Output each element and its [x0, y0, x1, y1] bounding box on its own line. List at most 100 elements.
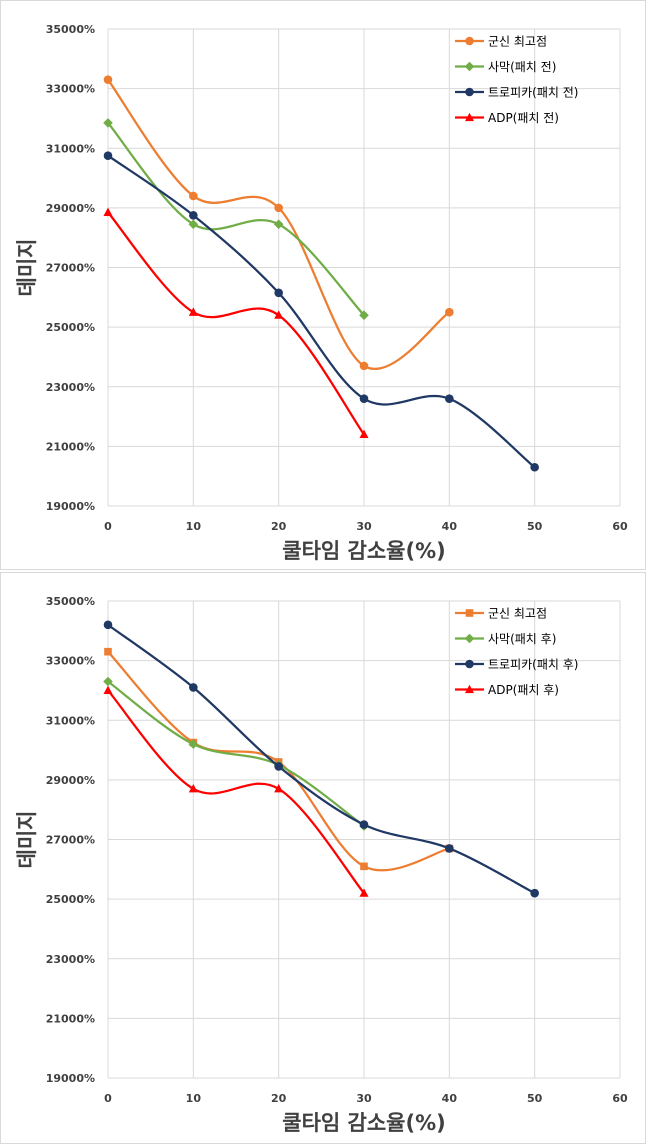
data-point — [359, 310, 369, 320]
legend-label: 트로피카(패치 전) — [488, 86, 578, 100]
data-point — [103, 620, 113, 630]
data-point — [274, 203, 283, 213]
legend-marker — [464, 61, 475, 72]
x-axis-title: 쿨타임 감소율(%) — [282, 539, 445, 563]
data-point — [273, 219, 284, 230]
data-point — [104, 647, 112, 656]
data-point — [530, 462, 539, 472]
legend-item: 군신 최고점 — [455, 35, 547, 49]
y-tick-label: 21000% — [46, 1012, 95, 1025]
data-point — [188, 784, 198, 793]
data-point — [189, 683, 198, 692]
y-tick-label: 19000% — [46, 1072, 95, 1085]
series-line — [106, 211, 366, 436]
y-tick-label: 35000% — [46, 23, 95, 36]
legend-label: 트로피카(패치 후) — [488, 658, 578, 672]
y-tick-label: 31000% — [46, 142, 95, 155]
series-트로피카-패치-전 — [103, 151, 539, 472]
chart-panel-before-patch: 19000% 21000% 23000% 25000% 27000% 29000% 3100… — [0, 0, 646, 570]
data-point — [274, 288, 283, 298]
data-point — [359, 361, 369, 371]
legend-marker — [465, 659, 474, 669]
data-point — [188, 307, 198, 316]
y-tick-label: 25000% — [46, 321, 95, 334]
x-axis-title: 쿨타임 감소율(%) — [282, 1111, 445, 1135]
legend-marker — [465, 609, 474, 617]
legend-item: ADP(패치 후) — [455, 683, 559, 697]
legend-label: ADP(패치 후) — [488, 683, 559, 697]
data-point — [445, 307, 454, 317]
legend-item: 사막(패치 전) — [455, 60, 556, 74]
legend-marker — [465, 112, 474, 122]
data-point — [359, 820, 369, 829]
gridlines — [107, 28, 621, 507]
tick-labels: 19000% 21000% 23000% 25000% 27000% 29000% 3100… — [46, 595, 628, 1105]
data-point — [103, 685, 113, 695]
y-tick-label: 33000% — [46, 83, 95, 96]
gridlines — [107, 600, 621, 1079]
y-axis-title: 데미지 — [15, 811, 39, 869]
x-tick-label: 10 — [186, 1092, 202, 1105]
x-tick-label: 50 — [527, 1092, 543, 1105]
series-adp-패치-전 — [103, 207, 369, 439]
series-adp-패치-후 — [103, 685, 369, 897]
legend-label: 군신 최고점 — [488, 35, 547, 49]
legend-marker — [465, 87, 474, 97]
y-tick-label: 21000% — [46, 440, 95, 453]
x-tick-label: 0 — [104, 520, 112, 533]
y-tick-label: 23000% — [46, 953, 95, 966]
y-tick-label: 27000% — [46, 834, 95, 847]
data-point — [274, 762, 283, 771]
y-tick-label: 27000% — [46, 262, 95, 275]
data-point — [530, 888, 539, 898]
x-tick-label: 20 — [271, 520, 287, 533]
data-point — [445, 394, 454, 403]
series-line — [106, 121, 366, 317]
legend-marker — [465, 36, 474, 46]
series-트로피카-패치-후 — [103, 620, 539, 898]
data-point — [359, 429, 369, 439]
legend-label: 군신 최고점 — [488, 607, 547, 621]
y-tick-label: 35000% — [46, 595, 95, 608]
series-사막-패치-전 — [103, 118, 369, 320]
data-point — [445, 844, 454, 853]
y-tick-label: 19000% — [46, 500, 95, 513]
data-point — [274, 310, 284, 319]
data-point — [103, 207, 113, 216]
data-point — [189, 191, 198, 201]
data-point — [103, 75, 113, 84]
legend-label: 사막(패치 전) — [488, 60, 556, 74]
y-axis-title: 데미지 — [15, 239, 39, 297]
data-point — [360, 862, 368, 871]
data-point — [188, 219, 199, 230]
legend-label: 사막(패치 후) — [488, 632, 556, 646]
series-line — [106, 689, 366, 895]
data-point — [359, 394, 369, 403]
legend-marker — [465, 684, 474, 694]
x-tick-label: 30 — [356, 1092, 372, 1105]
y-tick-label: 25000% — [46, 893, 95, 906]
legend-item: 군신 최고점 — [455, 607, 547, 621]
legend-item: 사막(패치 후) — [455, 632, 556, 646]
legend-item: 트로피카(패치 전) — [455, 86, 578, 100]
data-point — [189, 211, 198, 220]
y-tick-label: 23000% — [46, 381, 95, 394]
data-point — [103, 118, 113, 128]
data-point — [103, 151, 113, 161]
x-tick-label: 0 — [104, 1092, 112, 1105]
x-tick-label: 20 — [271, 1092, 287, 1105]
y-tick-label: 29000% — [46, 774, 95, 787]
series-line — [106, 680, 366, 828]
legend-label: ADP(패치 전) — [488, 111, 559, 125]
y-tick-label: 29000% — [46, 202, 95, 215]
series-line — [106, 623, 536, 895]
series-사막-패치-후 — [103, 676, 369, 831]
x-tick-label: 60 — [612, 520, 628, 533]
legend-item: ADP(패치 전) — [455, 111, 559, 125]
tick-labels: 19000% 21000% 23000% 25000% 27000% 29000% 3100… — [46, 23, 628, 533]
chart-before-patch: 19000% 21000% 23000% 25000% 27000% 29000% 3100… — [15, 23, 628, 563]
x-tick-label: 10 — [186, 520, 202, 533]
